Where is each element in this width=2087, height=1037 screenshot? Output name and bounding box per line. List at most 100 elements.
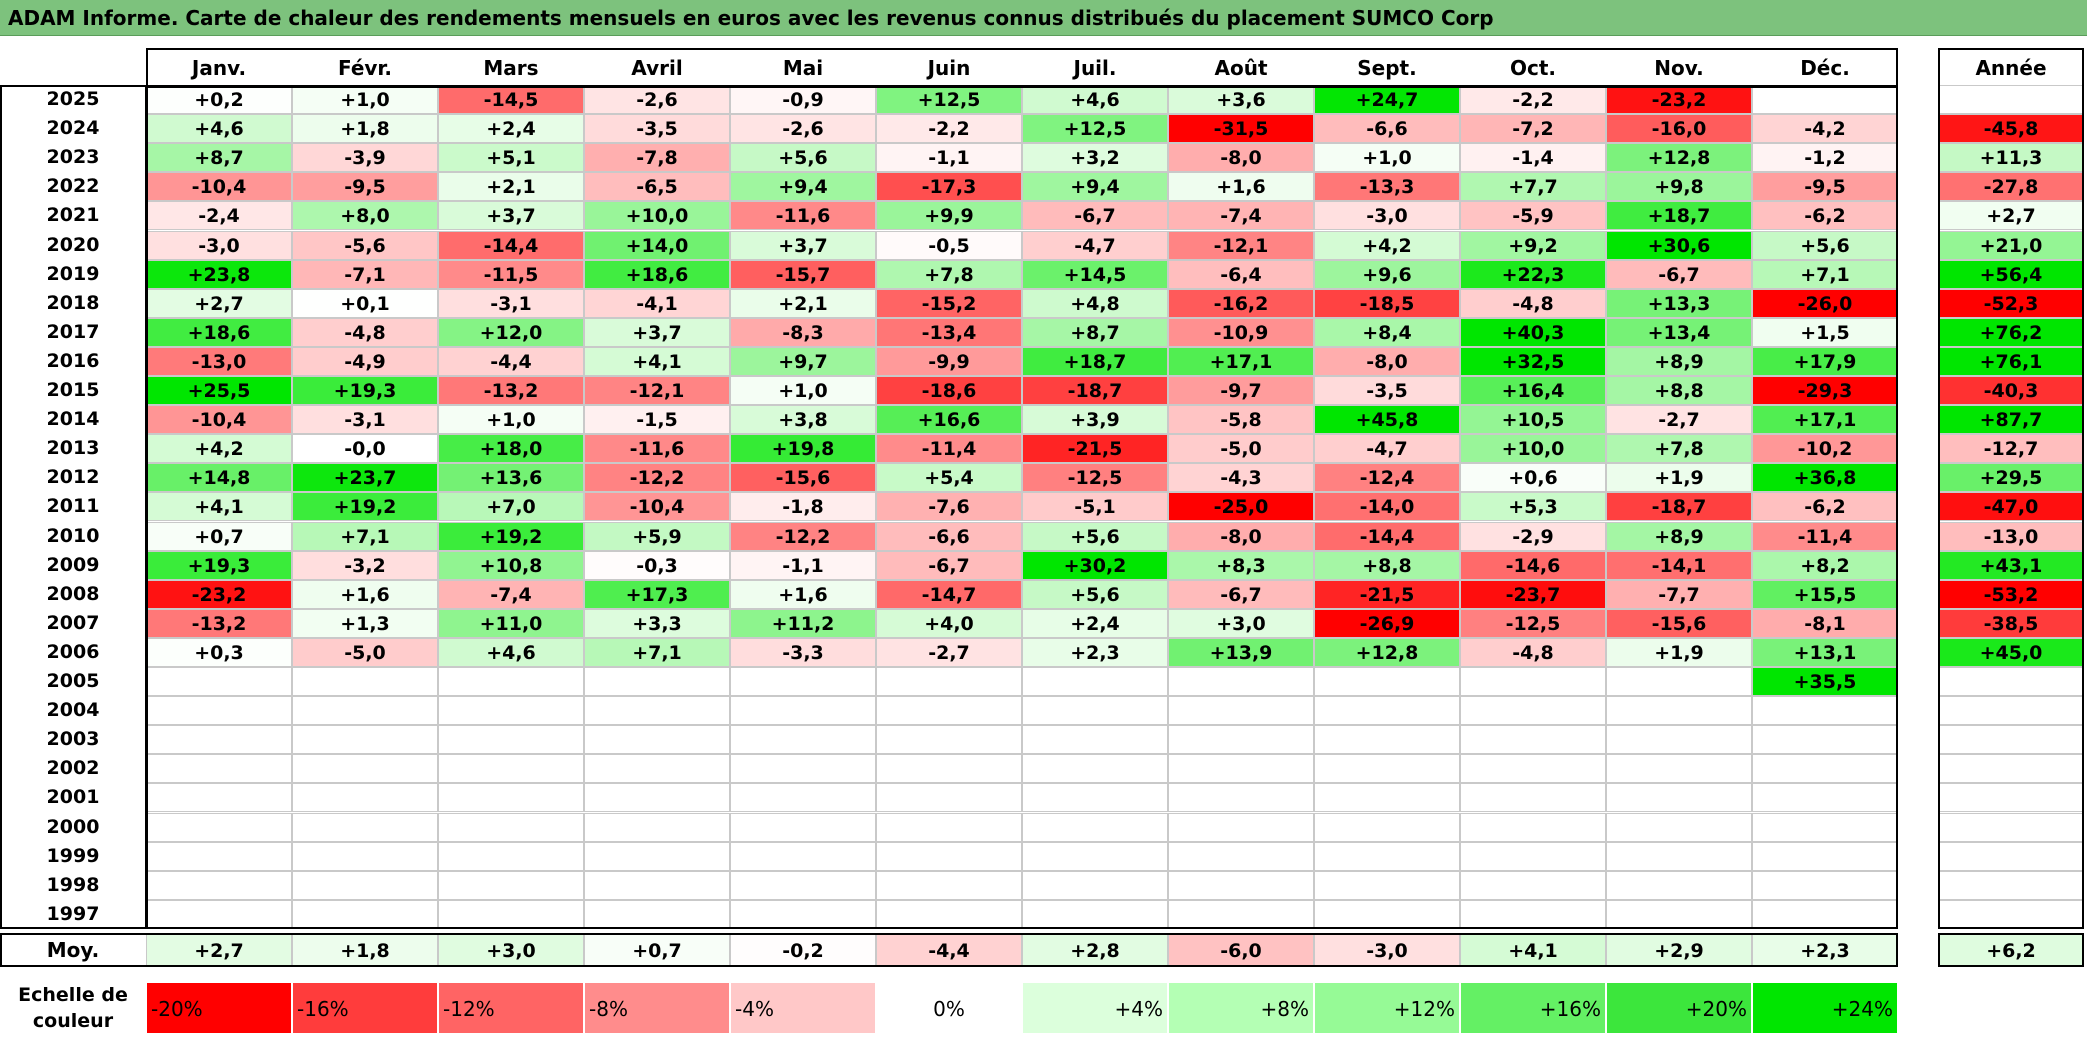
heatmap-cell: -14,1 <box>1606 550 1752 580</box>
heatmap-cell <box>1752 783 1898 813</box>
annual-header: Année <box>1975 56 2047 80</box>
heatmap-cell: -29,3 <box>1752 376 1898 406</box>
color-scale-label: Echelle de couleur <box>18 984 128 1032</box>
heatmap-cell: -4,9 <box>292 346 438 376</box>
heatmap-cell: -7,4 <box>1168 201 1314 231</box>
heatmap-cell <box>1168 783 1314 813</box>
month-header: Déc. <box>1800 56 1850 80</box>
heatmap-cell: +17,3 <box>584 579 730 609</box>
heatmap-cell: +9,8 <box>1606 172 1752 202</box>
heatmap-cell: -14,5 <box>438 85 584 115</box>
heatmap-cell <box>1460 725 1606 755</box>
year-label: 1999 <box>46 844 100 867</box>
heatmap-cell: +18,6 <box>584 259 730 289</box>
page-title: ADAM Informe. Carte de chaleur des rende… <box>0 0 2087 36</box>
year-label: 2000 <box>46 815 100 838</box>
heatmap-cell: -3,5 <box>584 114 730 144</box>
annual-cell <box>1938 783 2084 813</box>
heatmap-cell: -26,9 <box>1314 608 1460 638</box>
year-label: 2006 <box>46 640 100 663</box>
heatmap-cell: +8,7 <box>146 143 292 173</box>
heatmap-cell: -18,5 <box>1314 288 1460 318</box>
annual-cell <box>1938 85 2084 115</box>
month-header: Juil. <box>1073 56 1117 80</box>
heatmap-cell: +1,3 <box>292 608 438 638</box>
heatmap-cell: +7,0 <box>438 492 584 522</box>
heatmap-cell: -21,5 <box>1314 579 1460 609</box>
heatmap-cell <box>1606 841 1752 871</box>
heatmap-cell <box>1606 725 1752 755</box>
heatmap-cell: +5,6 <box>1022 521 1168 551</box>
heatmap-cell <box>146 899 292 929</box>
heatmap-cell: -12,2 <box>730 521 876 551</box>
year-label: 2014 <box>46 408 100 431</box>
annual-cell: -47,0 <box>1938 492 2084 522</box>
annual-cell: -38,5 <box>1938 608 2084 638</box>
heatmap-cell: +8,4 <box>1314 317 1460 347</box>
heatmap-cell <box>1752 899 1898 929</box>
year-label: 2010 <box>46 524 100 547</box>
heatmap-cell: +0,6 <box>1460 463 1606 493</box>
heatmap-cell: +1,9 <box>1606 463 1752 493</box>
heatmap-cell <box>1022 667 1168 697</box>
heatmap-cell <box>146 696 292 726</box>
annual-cell <box>1938 754 2084 784</box>
heatmap-cell <box>1752 85 1898 115</box>
heatmap-cell <box>1606 696 1752 726</box>
annual-cell: +45,0 <box>1938 637 2084 667</box>
heatmap-cell: -18,7 <box>1606 492 1752 522</box>
heatmap-cell: +8,0 <box>292 201 438 231</box>
heatmap-cell: +30,6 <box>1606 230 1752 260</box>
heatmap-cell: -2,2 <box>1460 85 1606 115</box>
heatmap-cell <box>1022 783 1168 813</box>
heatmap-cell: -5,8 <box>1168 405 1314 435</box>
heatmap-cell <box>146 667 292 697</box>
heatmap-cell <box>1022 696 1168 726</box>
heatmap-cell <box>1752 841 1898 871</box>
heatmap-cell: +9,7 <box>730 346 876 376</box>
heatmap-cell <box>1314 841 1460 871</box>
heatmap-cell <box>1606 812 1752 842</box>
heatmap-cell: -11,4 <box>876 434 1022 464</box>
heatmap-cell: -6,4 <box>1168 259 1314 289</box>
heatmap-cell: +14,8 <box>146 463 292 493</box>
heatmap-cell: -6,7 <box>1022 201 1168 231</box>
heatmap-cell: -13,2 <box>438 376 584 406</box>
year-label: 2001 <box>46 786 100 809</box>
heatmap-cell <box>1460 899 1606 929</box>
heatmap-cell: -7,1 <box>292 259 438 289</box>
heatmap-cell <box>584 899 730 929</box>
heatmap-cell <box>584 783 730 813</box>
heatmap-cell: +14,0 <box>584 230 730 260</box>
heatmap-cell: +1,0 <box>292 85 438 115</box>
heatmap-cell: +18,0 <box>438 434 584 464</box>
heatmap-cell: -1,5 <box>584 405 730 435</box>
annual-cell: +43,1 <box>1938 550 2084 580</box>
heatmap-cell: -10,4 <box>146 405 292 435</box>
heatmap-cell <box>876 870 1022 900</box>
heatmap-cell: -18,6 <box>876 376 1022 406</box>
heatmap-cell <box>730 667 876 697</box>
annual-cell: -12,7 <box>1938 434 2084 464</box>
heatmap-cell: -8,1 <box>1752 608 1898 638</box>
heatmap-cell <box>438 667 584 697</box>
annual-cell <box>1938 899 2084 929</box>
heatmap-cell: -2,2 <box>876 114 1022 144</box>
heatmap-cell <box>730 870 876 900</box>
heatmap-cell: +3,7 <box>730 230 876 260</box>
color-scale-step: -16% <box>292 982 438 1034</box>
heatmap-cell <box>730 783 876 813</box>
color-scale-step: +24% <box>1752 982 1898 1034</box>
year-label: 2020 <box>46 233 100 256</box>
heatmap-cell <box>1752 754 1898 784</box>
heatmap-cell: -25,0 <box>1168 492 1314 522</box>
year-label: 2007 <box>46 611 100 634</box>
heatmap-cell: +5,6 <box>1752 230 1898 260</box>
heatmap-cell: -6,6 <box>1314 114 1460 144</box>
heatmap-cell: -14,0 <box>1314 492 1460 522</box>
heatmap-cell: -12,5 <box>1460 608 1606 638</box>
year-label: 2024 <box>46 117 100 140</box>
heatmap-cell: +7,8 <box>1606 434 1752 464</box>
average-cell: +1,8 <box>292 933 438 967</box>
heatmap-cell: -2,9 <box>1460 521 1606 551</box>
